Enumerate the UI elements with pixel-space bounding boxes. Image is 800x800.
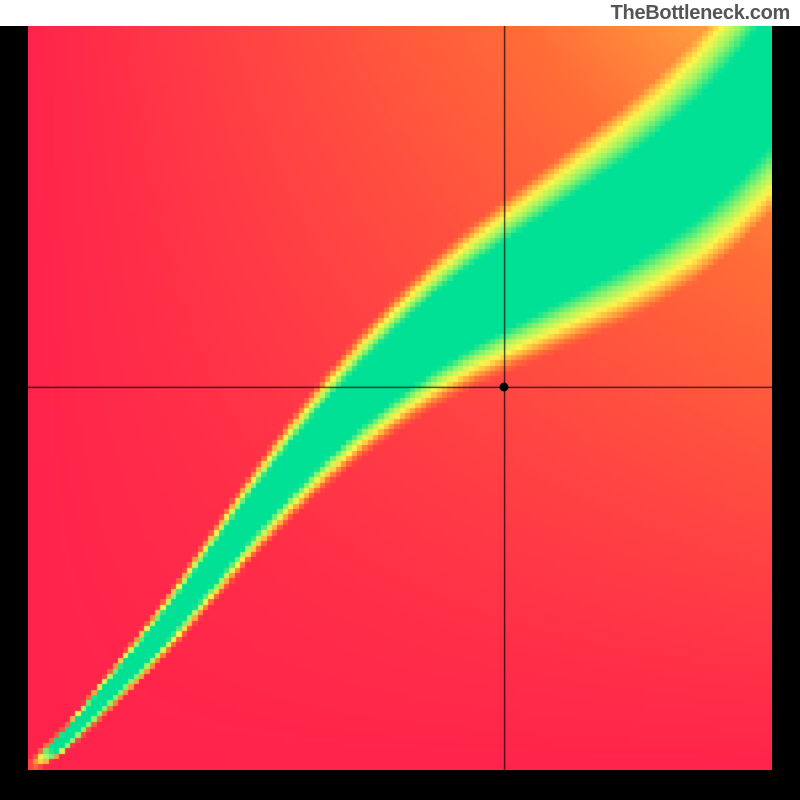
plot-frame [0, 26, 800, 800]
heatmap-plot [28, 26, 772, 770]
container: TheBottleneck.com [0, 0, 800, 800]
heatmap-canvas [28, 26, 772, 770]
watermark-text: TheBottleneck.com [611, 2, 790, 25]
